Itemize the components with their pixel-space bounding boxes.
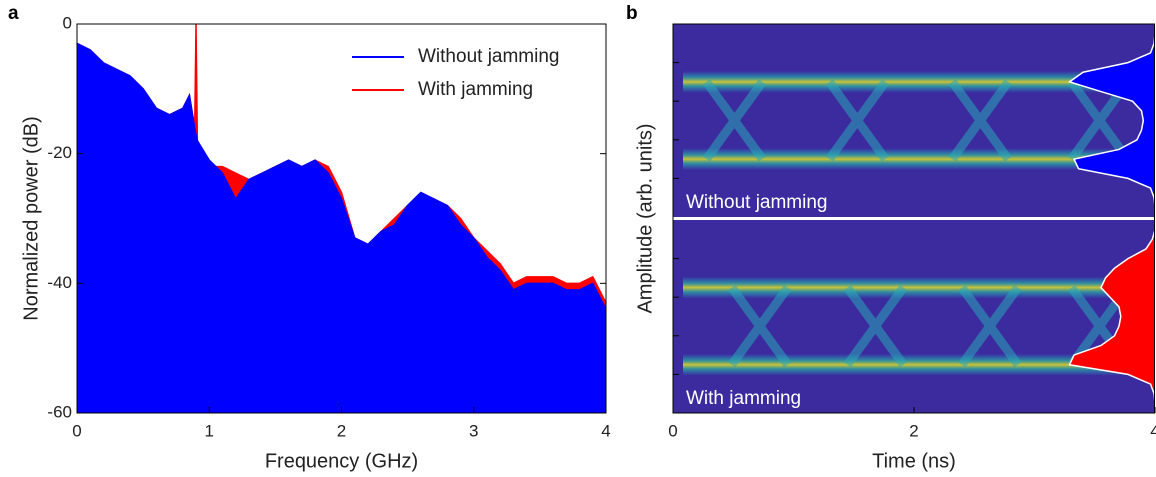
panel-annotation: Without jamming <box>686 192 828 213</box>
x-tick-label: 2 <box>337 421 346 440</box>
eye-background <box>673 220 1155 413</box>
eye-crossing <box>728 284 792 368</box>
x-tick-label: 2 <box>909 421 918 440</box>
x-tick-label: 3 <box>469 421 478 440</box>
series-line <box>76 42 607 310</box>
eye-rail <box>683 276 1125 299</box>
panel-label: a <box>8 3 19 24</box>
series-area <box>77 43 606 413</box>
x-tick-label: 4 <box>1150 421 1156 440</box>
x-axis-label: Time (ns) <box>872 450 956 472</box>
histogram-outline <box>1067 24 1156 217</box>
y-axis-label: Normalized power (dB) <box>20 116 42 321</box>
y-axis-label: Amplitude (arb. units) <box>634 123 656 313</box>
y-tick-label: -40 <box>47 273 72 292</box>
eye-rail <box>683 70 1125 93</box>
histogram-fill <box>1069 220 1155 413</box>
panel-annotation: With jamming <box>686 388 801 409</box>
eye-background <box>673 24 1155 217</box>
y-tick-label: -60 <box>47 402 72 421</box>
eye-crossing <box>958 284 1022 368</box>
x-tick-label: 4 <box>601 421 610 440</box>
eye-rail <box>683 148 1125 171</box>
x-tick-label: 0 <box>72 421 81 440</box>
panel-label: b <box>626 3 638 24</box>
histogram-outline <box>1068 220 1156 413</box>
x-tick-label: 0 <box>668 421 677 440</box>
legend-label: Without jamming <box>418 46 560 67</box>
legend-label: With jamming <box>418 79 533 100</box>
eye-crossing <box>702 79 767 162</box>
y-tick-label: 0 <box>63 13 72 32</box>
y-tick-label: -20 <box>47 143 72 162</box>
eye-crossing <box>843 284 908 368</box>
x-axis-label: Frequency (GHz) <box>265 450 418 472</box>
eye-crossing <box>948 79 1012 162</box>
x-tick-label: 1 <box>205 421 214 440</box>
histogram-fill <box>1069 24 1155 217</box>
eye-crossing <box>825 79 890 162</box>
eye-rail <box>683 353 1125 376</box>
